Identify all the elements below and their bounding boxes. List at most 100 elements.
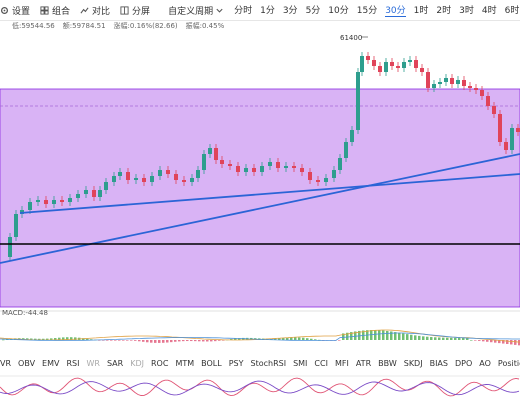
interval-8[interactable]: 2时: [436, 6, 452, 16]
macd-bar: [58, 337, 61, 340]
candle-body: [268, 162, 272, 166]
indicator-tab-smi[interactable]: SMI: [293, 358, 308, 368]
macd-bar: [122, 340, 125, 341]
candle-body: [104, 182, 108, 190]
candle-body: [284, 166, 288, 168]
gear-icon: [0, 6, 9, 14]
oscillator-line-2: [0, 380, 520, 396]
indicator-tab-bias[interactable]: BIAS: [429, 358, 448, 368]
macd-bar: [110, 340, 113, 341]
indicator-tab-roc[interactable]: ROC: [150, 358, 169, 368]
indicator-tab-mfi[interactable]: MFI: [334, 358, 349, 368]
trendline-rising[interactable]: [0, 153, 520, 264]
macd-bar: [174, 340, 177, 342]
macd-bar: [238, 338, 241, 340]
interval-11[interactable]: 6时: [504, 6, 520, 16]
candle-body: [112, 176, 116, 182]
candle-body: [28, 202, 32, 210]
macd-bar: [290, 337, 293, 340]
interval-7[interactable]: 1时: [413, 6, 429, 16]
trendline-support[interactable]: [19, 173, 520, 214]
macd-bar: [390, 331, 393, 340]
interval-10[interactable]: 4时: [481, 6, 497, 16]
macd-bar: [358, 330, 361, 340]
indicator-tab-boll[interactable]: BOLL: [201, 358, 222, 368]
candlestick-series: [8, 52, 520, 261]
macd-bar: [382, 330, 385, 340]
macd-histogram: [0, 329, 520, 346]
candle-body: [316, 180, 320, 182]
macd-bar: [38, 338, 41, 340]
macd-bar: [182, 340, 185, 342]
macd-bar: [210, 340, 213, 342]
candle-body: [208, 148, 212, 154]
macd-bar: [86, 338, 89, 340]
macd-bar: [66, 337, 69, 340]
macd-bar: [118, 340, 121, 341]
macd-dea-line: [0, 332, 520, 341]
interval-9[interactable]: 3时: [459, 6, 474, 16]
price-chart[interactable]: 61400: [0, 32, 520, 372]
indicator-tab-atr[interactable]: ATR: [355, 358, 372, 368]
macd-bar: [74, 337, 77, 340]
settings-button[interactable]: 设置: [0, 4, 30, 17]
candle-body: [498, 114, 502, 142]
macd-bar: [114, 340, 117, 341]
macd-bar: [410, 334, 413, 340]
indicator-tab-position[interactable]: Position: [497, 358, 520, 368]
macd-bar: [446, 337, 449, 340]
indicator-tab-bbw[interactable]: BBW: [378, 358, 397, 368]
highlight-zone[interactable]: [0, 88, 520, 308]
candle-body: [414, 60, 418, 68]
interval-selector: 分时1分3分5分10分15分30分1时2时3时4时6时12时1日2日: [234, 3, 520, 17]
interval-6[interactable]: 30分: [385, 3, 406, 17]
macd-bar: [354, 331, 357, 340]
indicator-tab-sar[interactable]: SAR: [106, 358, 124, 368]
indicator-tab-emv[interactable]: EMV: [42, 358, 60, 368]
indicator-tab-skdj[interactable]: SKDJ: [403, 358, 423, 368]
candle-body: [510, 128, 514, 150]
compare-icon: [80, 6, 89, 14]
indicator-tab-vr[interactable]: VR: [0, 358, 12, 368]
candle-body: [486, 96, 490, 106]
price-info-row: 低:59544.56 额:59784.51 涨幅:0.16%(82.66) 振幅…: [0, 21, 520, 32]
combo-button[interactable]: 组合: [40, 4, 70, 17]
indicator-tab-mtm[interactable]: MTM: [175, 358, 195, 368]
indicator-tab-ao[interactable]: AO: [479, 358, 491, 368]
candle-body: [450, 78, 454, 84]
macd-bar: [170, 340, 173, 343]
compare-button[interactable]: 对比: [80, 4, 110, 17]
macd-bar: [282, 337, 285, 340]
macd-bar: [62, 337, 65, 340]
interval-3[interactable]: 5分: [305, 6, 321, 16]
indicator-tab-obv[interactable]: OBV: [18, 358, 36, 368]
indicator-tab-bar: VR OBV EMV RSI WR SAR KDJ ROC MTM BOLL PSY StochRSI…: [0, 355, 520, 371]
macd-bar: [506, 340, 509, 344]
macd-bar: [214, 340, 217, 342]
indicator-tab-wr[interactable]: WR: [86, 358, 100, 368]
indicator-tab-kdj[interactable]: KDJ: [130, 358, 144, 368]
candle-body: [332, 170, 336, 178]
interval-4[interactable]: 10分: [328, 6, 349, 16]
macd-bar: [218, 340, 221, 341]
indicator-tab-psy[interactable]: PSY: [228, 358, 244, 368]
amplitude-value: 振幅:0.45%: [185, 22, 225, 30]
split-screen-button[interactable]: 分屏: [120, 4, 150, 17]
candle-body: [350, 130, 354, 142]
candle-body: [308, 172, 312, 180]
macd-bar: [206, 340, 209, 342]
interval-0[interactable]: 分时: [234, 6, 253, 16]
candle-body: [134, 178, 138, 180]
custom-period-dropdown[interactable]: 自定义周期: [168, 4, 224, 17]
candle-body: [492, 106, 496, 114]
interval-2[interactable]: 3分: [282, 6, 298, 16]
indicator-tab-cci[interactable]: CCI: [314, 358, 328, 368]
indicator-tab-dpo[interactable]: DPO: [454, 358, 473, 368]
interval-5[interactable]: 15分: [356, 6, 378, 16]
interval-1[interactable]: 1分: [260, 6, 275, 16]
settings-label: 设置: [12, 6, 31, 17]
macd-bar: [386, 330, 389, 340]
macd-bar: [158, 340, 161, 343]
indicator-tab-rsi[interactable]: RSI: [66, 358, 80, 368]
indicator-tab-stochrsi[interactable]: StochRSI: [250, 358, 287, 368]
